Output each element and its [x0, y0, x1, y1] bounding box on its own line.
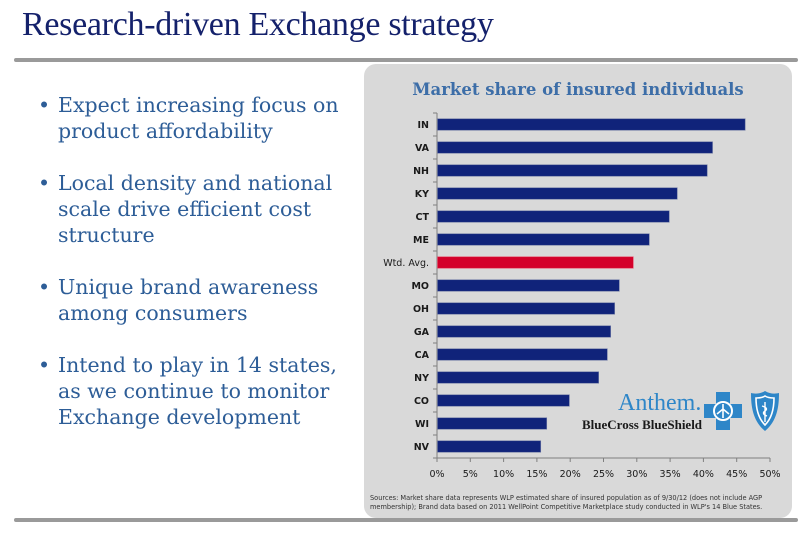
bar-wi [437, 417, 548, 430]
anthem-bcbs-logo: Anthem. BlueCross BlueShield [582, 390, 792, 440]
category-label: MO [411, 281, 429, 292]
slide-title: Research-driven Exchange strategy [22, 6, 494, 43]
bullet-icon: • [38, 171, 51, 195]
sources-footnote: Sources: Market share data represents WL… [370, 494, 763, 511]
bar-ky [437, 187, 678, 200]
bullet-icon: • [38, 93, 51, 117]
bar-va [437, 141, 713, 154]
bar-ny [437, 371, 599, 384]
category-label: NH [413, 166, 429, 177]
x-tick-label: 5% [463, 469, 478, 480]
bar-nv [437, 440, 542, 453]
x-tick-label: 45% [726, 469, 747, 480]
bullet-text: Unique brand awareness among consumers [58, 275, 319, 325]
x-tick-label: 20% [560, 469, 581, 480]
chart-title: Market share of insured individuals [412, 80, 744, 99]
category-label: IN [418, 120, 430, 131]
category-label: CA [415, 350, 430, 361]
bar-oh [437, 302, 615, 315]
category-label: VA [415, 143, 430, 154]
x-tick-label: 10% [493, 469, 514, 480]
bullet-text: Expect increasing focus on product affor… [58, 93, 339, 143]
bar-ga [437, 325, 611, 338]
bottom-divider [14, 518, 798, 522]
bar-me [437, 233, 650, 246]
category-label: ME [413, 235, 429, 246]
category-label: Wtd. Avg. [383, 258, 429, 269]
category-label: WI [415, 419, 429, 430]
anthem-wordmark: Anthem. [618, 390, 702, 416]
category-label: OH [413, 304, 429, 315]
x-tick-label: 35% [660, 469, 681, 480]
category-label: NV [414, 442, 430, 453]
x-tick-label: 15% [526, 469, 547, 480]
bullet-item: • Local density and national scale drive … [36, 170, 356, 248]
bcbs-wordmark: BlueCross BlueShield [582, 417, 703, 432]
title-divider [14, 58, 798, 62]
bar-co [437, 394, 570, 407]
category-label: CO [414, 396, 429, 407]
bar-nh [437, 164, 708, 177]
bullet-icon: • [38, 353, 51, 377]
bullet-text: Intend to play in 14 states, as we conti… [58, 353, 337, 429]
bar-weighted-average [437, 256, 634, 269]
x-tick-label: 40% [693, 469, 714, 480]
bar-in [437, 118, 746, 131]
bullet-item: • Unique brand awareness among consumers [36, 274, 356, 326]
bar-ca [437, 348, 608, 361]
category-label: GA [414, 327, 430, 338]
bar-chart: IN VA NH KY CT ME Wtd. Avg. MO OH GA CA NY CO WI NV 0% 5… [383, 112, 781, 480]
bullet-item: • Intend to play in 14 states, as we cont… [36, 352, 356, 430]
x-tick-label: 30% [626, 469, 647, 480]
bar-mo [437, 279, 620, 292]
x-tick-label: 25% [593, 469, 614, 480]
category-label: KY [415, 189, 429, 200]
blue-shield-icon [751, 391, 779, 431]
bar-ct [437, 210, 670, 223]
x-tick-label: 50% [759, 469, 780, 480]
bullet-text: Local density and national scale drive e… [58, 171, 333, 247]
x-tick-label: 0% [429, 469, 444, 480]
bullet-icon: • [38, 275, 51, 299]
category-label: CT [416, 212, 430, 223]
bullet-item: • Expect increasing focus on product affo… [36, 92, 356, 144]
blue-cross-icon [704, 392, 742, 430]
category-label: NY [414, 373, 429, 384]
bullet-list: • Expect increasing focus on product affo… [36, 92, 356, 456]
